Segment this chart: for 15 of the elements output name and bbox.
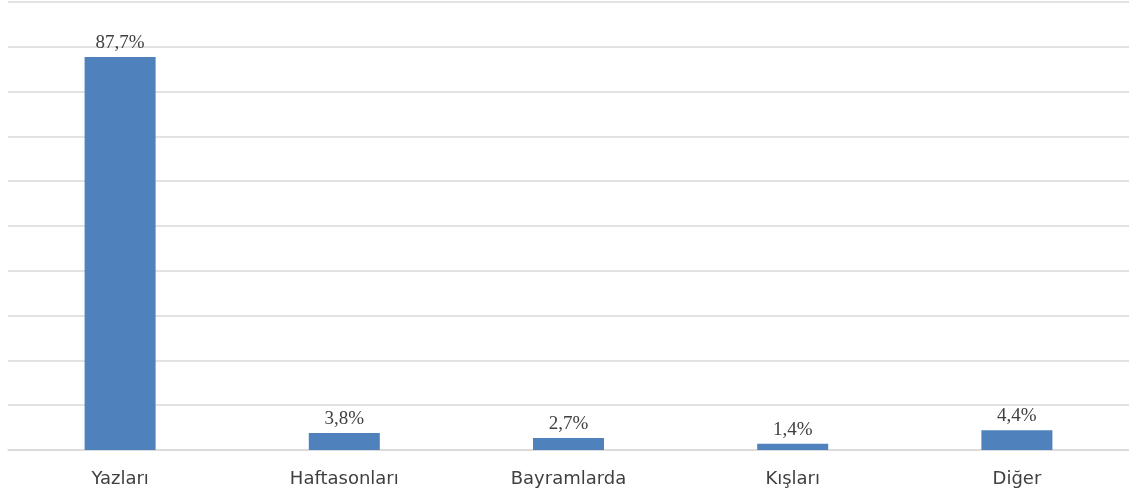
x-tick-label: Bayramlarda <box>510 466 627 488</box>
bar <box>308 432 380 450</box>
data-label: 1,4% <box>772 417 813 439</box>
bar <box>84 57 156 450</box>
bar <box>981 430 1053 450</box>
data-label: 3,8% <box>324 406 365 428</box>
x-tick-label: Diğer <box>992 466 1042 488</box>
data-label: 2,7% <box>548 411 589 433</box>
data-label: 4,4% <box>997 404 1037 426</box>
bar <box>757 443 829 450</box>
bar <box>533 437 604 450</box>
x-tick-label: Kışları <box>765 466 821 488</box>
x-tick-label: Yazları <box>90 466 149 488</box>
x-tick-label: Haftasonları <box>289 466 399 488</box>
data-label: 87,7% <box>95 31 145 53</box>
